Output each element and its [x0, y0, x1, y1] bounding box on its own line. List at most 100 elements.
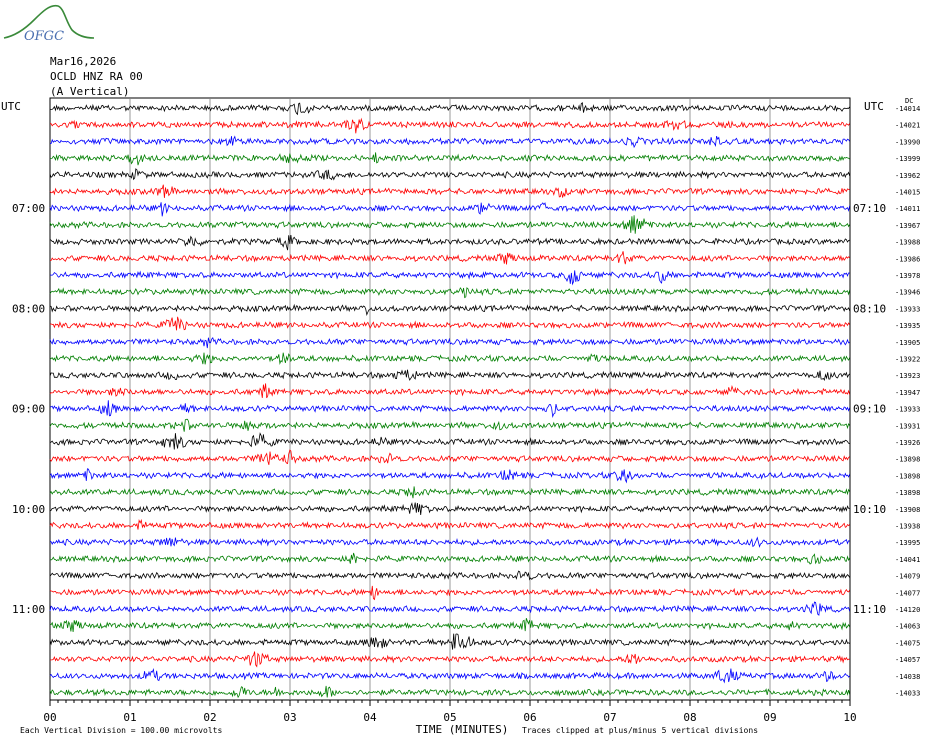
seismic-trace	[49, 518, 850, 530]
trace-offset-label: -14038	[895, 673, 920, 681]
seismic-trace	[49, 651, 850, 668]
trace-offset-label: -13946	[895, 289, 920, 297]
trace-offset-label: -14015	[895, 189, 920, 197]
right-time-label: 11:10	[853, 603, 886, 616]
x-tick-label: 03	[283, 711, 296, 724]
right-utc-label: UTC	[864, 100, 884, 113]
seismic-trace	[49, 468, 851, 484]
trace-offset-label: -13967	[895, 222, 920, 230]
component-label: (A Vertical)	[50, 85, 130, 98]
seismic-trace	[49, 287, 851, 299]
seismic-trace	[49, 102, 851, 116]
seismic-trace	[49, 135, 851, 149]
seismic-trace	[49, 552, 851, 565]
right-time-label: 09:10	[853, 403, 886, 416]
seismic-trace	[49, 633, 850, 650]
trace-offset-label: -13923	[895, 372, 920, 380]
trace-offset-label: -13908	[895, 506, 920, 514]
trace-offset-label: -13922	[895, 356, 920, 364]
seismic-trace	[49, 601, 851, 616]
trace-offset-label: -13926	[895, 439, 920, 447]
seismic-trace	[49, 618, 851, 633]
seismic-trace	[49, 536, 850, 548]
x-tick-label: 00	[43, 711, 56, 724]
trace-offset-label: -13931	[895, 422, 920, 430]
x-tick-label: 02	[203, 711, 216, 724]
trace-group	[49, 102, 851, 699]
x-tick-label: 07	[603, 711, 616, 724]
seismic-trace	[49, 234, 850, 251]
trace-offset-label: -13999	[895, 155, 920, 163]
trace-offset-label: -13988	[895, 239, 920, 247]
trace-offset-label: -14077	[895, 589, 920, 597]
x-tick-label: 08	[683, 711, 696, 724]
seismic-trace	[49, 184, 850, 198]
x-axis-title: TIME (MINUTES)	[416, 723, 509, 736]
axis-labels: 00 01 02 03 04 05 06 07 08 09 10 TIME (MINUTES) Each…	[1, 97, 920, 736]
seismic-trace	[49, 202, 851, 217]
logo-mountain-icon	[3, 4, 95, 39]
trace-offset-label: -13905	[895, 339, 920, 347]
trace-offset-label: -14063	[895, 623, 920, 631]
seismic-trace	[49, 369, 850, 381]
logo-text: OFGC	[24, 29, 64, 44]
right-time-label: 08:10	[853, 302, 886, 315]
trace-offset-label: -13962	[895, 172, 920, 180]
trace-offset-label: -13898	[895, 489, 920, 497]
x-tick-label: 10	[843, 711, 856, 724]
seismic-trace	[49, 215, 851, 234]
scale-note: Each Vertical Division = 100.00 microvol…	[20, 726, 222, 735]
ofgc-logo: OFGC	[3, 4, 95, 44]
trace-offset-label: -13898	[895, 472, 920, 480]
trace-offset-label: -13935	[895, 322, 920, 330]
right-time-label: 07:10	[853, 202, 886, 215]
trace-offset-label: -13947	[895, 389, 920, 397]
seismic-trace	[49, 251, 850, 265]
trace-offset-label: -13938	[895, 523, 920, 531]
seismic-trace	[49, 449, 850, 466]
trace-offset-label: -14079	[895, 573, 920, 581]
station-code: OCLD HNZ RA 00	[50, 70, 143, 83]
trace-offset-label: -14120	[895, 606, 920, 614]
left-utc-label: UTC	[1, 100, 21, 113]
trace-offset-label: -13898	[895, 456, 920, 464]
seismic-trace	[49, 336, 850, 349]
seismic-trace	[49, 418, 851, 432]
x-tick-label: 05	[443, 711, 456, 724]
seismic-trace	[49, 486, 851, 499]
trace-offset-label: -13990	[895, 138, 920, 146]
trace-offset-label: -13986	[895, 255, 920, 263]
seismic-trace	[49, 685, 851, 699]
seismic-trace	[49, 352, 851, 365]
seismic-trace	[49, 668, 850, 684]
seismic-trace	[49, 502, 850, 515]
trace-offset-label: -14011	[895, 205, 920, 213]
seismic-trace	[49, 400, 851, 419]
seismic-trace	[50, 117, 851, 134]
seismic-trace	[49, 152, 850, 166]
trace-offset-label: -13933	[895, 406, 920, 414]
seismic-trace	[49, 303, 851, 316]
trace-offset-label: -14014	[895, 105, 920, 113]
plot-date: Mar16,2026	[50, 55, 117, 68]
trace-offset-label: -13995	[895, 539, 920, 547]
seismic-trace	[49, 570, 851, 581]
trace-offset-label: -14057	[895, 656, 920, 664]
left-time-label: 11:00	[12, 603, 45, 616]
left-time-label: 08:00	[12, 302, 45, 315]
clip-note: Traces clipped at plus/minus 5 vertical …	[522, 726, 758, 735]
seismic-trace	[49, 432, 850, 450]
seismic-trace	[49, 270, 850, 286]
plot-grid	[49, 97, 851, 706]
left-time-label: 10:00	[12, 503, 45, 516]
seismic-trace	[49, 383, 851, 399]
x-tick-label: 01	[123, 711, 136, 724]
trace-offset-label: -13978	[895, 272, 920, 280]
trace-offset-label: -14041	[895, 556, 920, 564]
seismic-trace	[49, 316, 851, 331]
trace-offset-label: -14021	[895, 122, 920, 130]
trace-offset-label: -14033	[895, 690, 920, 698]
trace-offset-label: -14075	[895, 639, 920, 647]
x-tick-label: 09	[763, 711, 776, 724]
